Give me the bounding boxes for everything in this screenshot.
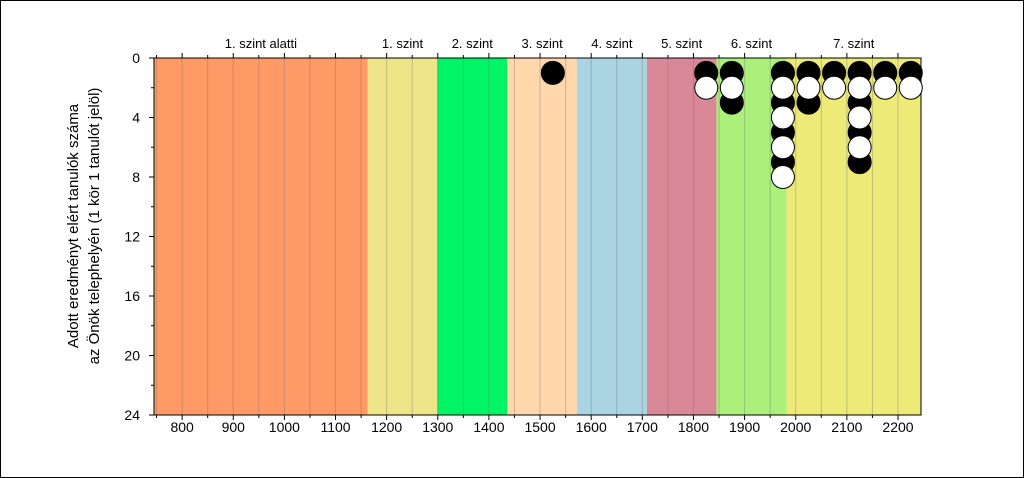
white-student-circle: [847, 105, 872, 130]
level-band-3: [437, 58, 508, 415]
white-student-circle: [847, 135, 872, 160]
x-tick-label: 2000: [780, 419, 811, 435]
white-student-circle: [770, 165, 795, 189]
level-label-8: 7. szint: [833, 36, 875, 51]
x-tick-label: 1000: [269, 419, 300, 435]
x-tick-label: 1800: [678, 419, 709, 435]
level-band-6: [646, 58, 717, 415]
white-student-circle: [873, 75, 898, 100]
y-tick-label: 0: [132, 50, 140, 66]
level-band-1: [154, 58, 368, 415]
x-tick-label: 2100: [831, 419, 862, 435]
y-tick-label: 8: [132, 169, 140, 185]
white-student-circle: [847, 75, 872, 100]
level-label-4: 3. szint: [522, 36, 564, 51]
level-band-5: [576, 58, 647, 415]
x-tick-label: 1100: [320, 419, 350, 435]
x-tick-label: 1900: [729, 419, 760, 435]
level-band-4: [507, 58, 577, 415]
black-student-circle: [540, 60, 565, 85]
x-tick-label: 1200: [371, 419, 402, 435]
y-axis-label-line1: Adott eredményt elért tanulók száma: [65, 103, 82, 348]
x-tick-label: 900: [222, 419, 246, 435]
x-tick-label: 2200: [882, 419, 913, 435]
level-label-7: 6. szint: [731, 36, 773, 51]
data-points: [540, 60, 923, 189]
level-label-2: 1. szint: [382, 36, 424, 51]
x-tick-label: 1400: [473, 419, 504, 435]
y-tick-label: 16: [124, 288, 140, 304]
x-tick-label: 800: [170, 419, 194, 435]
x-tick-label: 1600: [576, 419, 607, 435]
y-tick-label: 12: [124, 229, 140, 245]
level-labels: 1. szint alatti 1. szint 2. szint 3. szint 4…: [225, 36, 875, 51]
white-student-circle: [770, 75, 795, 100]
white-student-circle: [694, 75, 719, 100]
axes: 800 900 1000 1100 1200 1300 1400 1500 1600 1700 18…: [124, 50, 922, 435]
level-band-2: [367, 58, 438, 415]
x-tick-label: 1700: [627, 419, 658, 435]
y-tick-label: 20: [124, 348, 140, 364]
level-label-6: 5. szint: [661, 36, 703, 51]
white-student-circle: [770, 135, 795, 160]
y-tick-label: 4: [132, 110, 140, 126]
level-label-3: 2. szint: [452, 36, 494, 51]
white-student-circle: [719, 75, 744, 100]
level-label-5: 4. szint: [591, 36, 633, 51]
x-tick-label: 1300: [422, 419, 453, 435]
white-student-circle: [770, 105, 795, 130]
y-tick-label: 24: [124, 407, 140, 423]
gridlines: [156, 58, 899, 415]
white-student-circle: [898, 75, 923, 100]
level-label-1: 1. szint alatti: [225, 36, 297, 51]
y-axis-label-line2: az Önök telephelyén (1 kör 1 tanulót jel…: [85, 88, 103, 365]
white-student-circle: [822, 75, 847, 100]
white-student-circle: [796, 75, 821, 100]
x-tick-label: 1500: [524, 419, 555, 435]
